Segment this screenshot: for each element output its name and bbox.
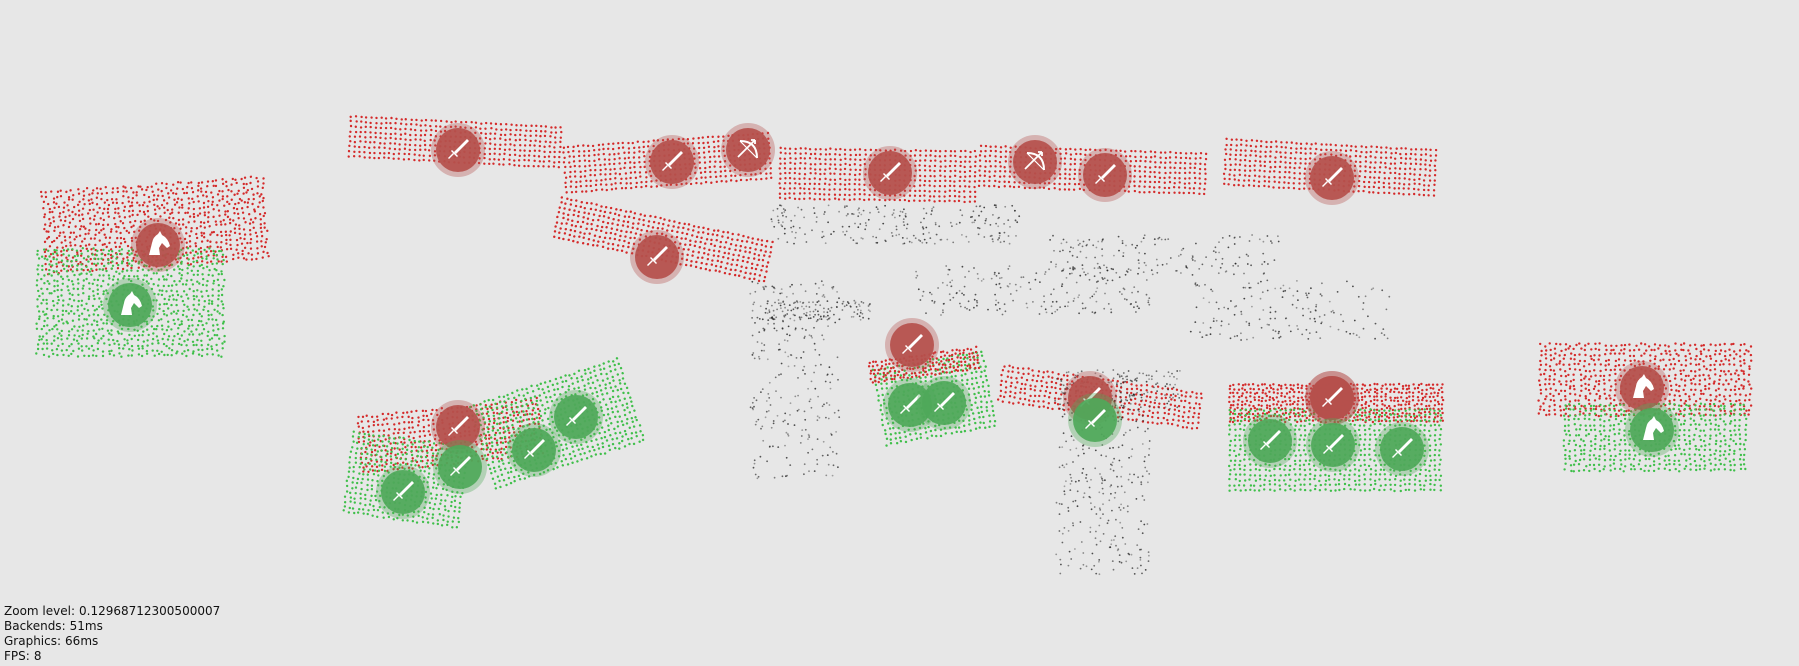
red-unit-badge[interactable] <box>721 123 775 177</box>
green-unit-badge[interactable] <box>1068 393 1122 447</box>
red-formation <box>1222 137 1438 197</box>
fallen-soldier-cluster <box>749 280 841 480</box>
green-unit-badge[interactable] <box>1306 418 1360 472</box>
green-unit-badge[interactable] <box>549 390 603 444</box>
green-unit-badge[interactable] <box>883 378 937 432</box>
fallen-soldier-cluster <box>1189 279 1391 341</box>
red-unit-badge[interactable] <box>431 123 485 177</box>
fallen-soldier-cluster <box>1049 234 1280 276</box>
green-unit-badge[interactable] <box>376 465 430 519</box>
red-unit-badge[interactable] <box>1305 371 1359 425</box>
badge-disc <box>1013 140 1057 184</box>
fallen-soldiers <box>749 204 1391 576</box>
backends-readout: Backends: 51ms <box>4 619 103 633</box>
unit-badges <box>103 123 1679 519</box>
fallen-soldier-cluster <box>770 204 1021 245</box>
red-unit-badge[interactable] <box>1615 361 1669 415</box>
fallen-soldier-cluster <box>915 264 1151 316</box>
green-unit-badge[interactable] <box>1625 403 1679 457</box>
red-unit-badge[interactable] <box>630 230 684 284</box>
badge-disc <box>726 128 770 172</box>
red-unit-badge[interactable] <box>431 400 485 454</box>
red-unit-badge[interactable] <box>885 318 939 372</box>
green-unit-badge[interactable] <box>433 440 487 494</box>
green-unit-badge[interactable] <box>507 423 561 477</box>
red-unit-badge[interactable] <box>1078 148 1132 202</box>
green-unit-badge[interactable] <box>1243 414 1297 468</box>
red-unit-badge[interactable] <box>1008 135 1062 189</box>
red-unit-badge[interactable] <box>1305 151 1359 205</box>
red-unit-badge[interactable] <box>131 218 185 272</box>
green-unit-badge[interactable] <box>917 376 971 430</box>
green-unit-badge[interactable] <box>1375 422 1429 476</box>
red-unit-badge[interactable] <box>863 146 917 200</box>
debug-overlay: Zoom level: 0.12968712300500007 Backends:… <box>4 604 220 664</box>
fallen-soldier-cluster <box>759 299 871 321</box>
fps-readout: FPS: 8 <box>4 649 42 663</box>
green-unit-badge[interactable] <box>103 278 157 332</box>
zoom-readout: Zoom level: 0.12968712300500007 <box>4 604 221 618</box>
red-unit-badge[interactable] <box>645 135 699 189</box>
red-formation <box>39 175 270 276</box>
graphics-readout: Graphics: 66ms <box>4 634 99 648</box>
